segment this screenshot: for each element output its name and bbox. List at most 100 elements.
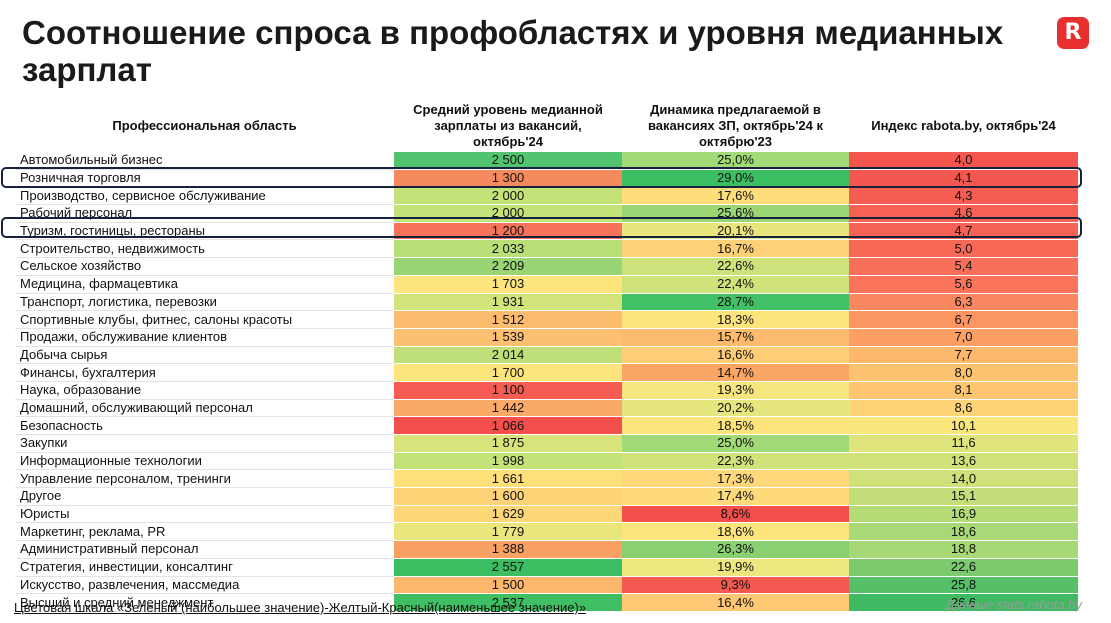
salary-cell: 2 000 — [394, 186, 622, 205]
salary-cell: 2 557 — [394, 557, 622, 576]
area-cell: Медицина, фармацевтика — [15, 275, 394, 294]
area-cell: Юристы — [15, 505, 394, 524]
table-row: Юристы 1 629 8,6% 16,9 — [15, 504, 1078, 524]
salary-cell: 2 209 — [394, 257, 622, 276]
table-row: Спортивные клубы, фитнес, салоны красоты… — [15, 310, 1078, 329]
salary-cell: 2 537 — [394, 593, 622, 612]
index-cell: 5,0 — [849, 239, 1078, 258]
area-cell: Искусство, развлечения, массмедиа — [15, 576, 394, 595]
dynamics-cell: 16,4% — [622, 593, 849, 612]
dynamics-cell: 8,6% — [622, 504, 849, 523]
dynamics-cell: 9,3% — [622, 575, 849, 594]
source-note: Данные stats.rabota.by — [945, 597, 1082, 612]
salary-cell: 1 700 — [394, 363, 622, 382]
area-cell: Транспорт, логистика, перевозки — [15, 293, 394, 312]
index-cell: 18,6 — [849, 522, 1078, 541]
salary-cell: 1 600 — [394, 487, 622, 506]
salary-cell: 1 442 — [394, 398, 622, 417]
dynamics-cell: 20,2% — [622, 398, 849, 417]
dynamics-cell: 20,1% — [622, 221, 849, 240]
table-row: Управление персоналом, тренинги 1 661 17,3… — [15, 469, 1078, 489]
demand-salary-table: Профессиональная область Средний уровень… — [15, 101, 1078, 612]
index-cell: 7,7 — [849, 345, 1078, 364]
index-cell: 18,8 — [849, 540, 1078, 559]
dynamics-cell: 16,7% — [622, 239, 849, 258]
dynamics-cell: 19,3% — [622, 380, 849, 400]
area-cell: Административный персонал — [15, 540, 394, 559]
index-cell: 25,8 — [849, 575, 1078, 594]
area-cell: Добыча сырья — [15, 346, 394, 365]
table-row: Медицина, фармацевтика 1 703 22,4% 5,6 — [15, 274, 1078, 294]
table-row: Строительство, недвижимость 2 033 16,7% 5,0 — [15, 239, 1078, 259]
area-cell: Сельское хозяйство — [15, 257, 394, 276]
index-cell: 6,3 — [849, 292, 1078, 311]
table-row: Наука, образование 1 100 19,3% 8,1 — [15, 380, 1078, 400]
header-index: Индекс rabota.by, октябрь'24 — [871, 118, 1056, 133]
salary-cell: 2 014 — [394, 345, 622, 364]
area-cell: Наука, образование — [15, 381, 394, 400]
index-cell: 6,7 — [849, 310, 1078, 329]
table-row: Транспорт, логистика, перевозки 1 931 28,7… — [15, 292, 1078, 312]
salary-cell: 1 931 — [394, 292, 622, 311]
area-cell: Безопасность — [15, 416, 394, 435]
header-salary: Средний уровень медианной зарплаты из ва… — [413, 102, 603, 149]
area-cell: Информационные технологии — [15, 452, 394, 471]
dynamics-cell: 22,6% — [622, 257, 849, 276]
dynamics-cell: 14,7% — [622, 363, 849, 382]
table-row: Маркетинг, реклама, PR 1 779 18,6% 18,6 — [15, 522, 1078, 542]
dynamics-cell: 18,3% — [622, 310, 849, 329]
table-row: Продажи, обслуживание клиентов 1 539 15,7%… — [15, 327, 1078, 347]
index-cell: 16,9 — [849, 504, 1078, 523]
index-cell: 22,6 — [849, 557, 1078, 576]
dynamics-cell: 22,4% — [622, 274, 849, 293]
area-cell: Высший и средний менеджмент — [15, 593, 394, 612]
area-cell: Стратегия, инвестиции, консалтинг — [15, 558, 394, 577]
area-cell: Управление персоналом, тренинги — [15, 469, 394, 489]
table-row: Искусство, развлечения, массмедиа 1 500 9,… — [15, 575, 1078, 595]
table-row: Закупки 1 875 25,0% 11,6 — [15, 434, 1078, 453]
table-row: Туризм, гостиницы, рестораны 1 200 20,1% 4,… — [15, 221, 1078, 241]
area-cell: Туризм, гостиницы, рестораны — [15, 222, 394, 241]
salary-cell: 1 539 — [394, 327, 622, 347]
salary-cell: 2 033 — [394, 239, 622, 258]
dynamics-cell: 17,3% — [622, 469, 849, 488]
index-cell: 14,0 — [849, 469, 1078, 488]
dynamics-cell: 18,5% — [622, 416, 849, 435]
salary-cell: 1 875 — [394, 434, 622, 453]
area-cell: Маркетинг, реклама, PR — [15, 522, 394, 542]
salary-cell: 1 661 — [394, 469, 622, 488]
header-dynamics: Динамика предлагаемой в вакансиях ЗП, ок… — [647, 102, 824, 149]
highlight-retail-row — [1, 167, 1082, 188]
index-cell: 7,0 — [849, 327, 1078, 347]
salary-cell: 1 388 — [394, 540, 622, 559]
table-row: Добыча сырья 2 014 16,6% 7,7 — [15, 345, 1078, 365]
table-row: Стратегия, инвестиции, консалтинг 2 557 19… — [15, 557, 1078, 577]
salary-cell: 2 500 — [394, 151, 622, 170]
table-row: Домашний, обслуживающий персонал 1 442 20,… — [15, 398, 1078, 418]
index-cell: 15,1 — [849, 487, 1078, 506]
dynamics-cell: 29,0% — [622, 168, 849, 187]
index-cell: 8,1 — [849, 380, 1078, 400]
table-row: Финансы, бухгалтерия 1 700 14,7% 8,0 — [15, 363, 1078, 382]
index-cell: 8,6 — [849, 398, 1078, 417]
table-row: Сельское хозяйство 2 209 22,6% 5,4 — [15, 257, 1078, 276]
table-row: Безопасность 1 066 18,5% 10,1 — [15, 416, 1078, 435]
salary-cell: 1 500 — [394, 575, 622, 594]
index-cell: 10,1 — [849, 416, 1078, 435]
salary-cell: 1 703 — [394, 274, 622, 293]
index-cell: 11,6 — [849, 434, 1078, 453]
area-cell: Закупки — [15, 434, 394, 453]
page-title: Соотношение спроса в профобластях и уров… — [22, 14, 1004, 88]
area-cell: Продажи, обслуживание клиентов — [15, 328, 394, 347]
color-scale-note: Цветовая шкала «Зеленый (наибольшее знач… — [14, 600, 587, 615]
salary-cell: 1 629 — [394, 504, 622, 523]
index-cell: 4,7 — [849, 221, 1078, 240]
index-cell: 4,1 — [849, 168, 1078, 187]
dynamics-cell: 26,3% — [622, 540, 849, 559]
table-row: Административный персонал 1 388 26,3% 18,8 — [15, 540, 1078, 559]
table-row: Другое 1 600 17,4% 15,1 — [15, 487, 1078, 506]
dynamics-cell: 22,3% — [622, 451, 849, 470]
table-row: Информационные технологии 1 998 22,3% 13,6 — [15, 451, 1078, 471]
table-row: Розничная торговля 1 300 29,0% 4,1 — [15, 168, 1078, 188]
area-cell: Домашний, обслуживающий персонал — [15, 399, 394, 418]
